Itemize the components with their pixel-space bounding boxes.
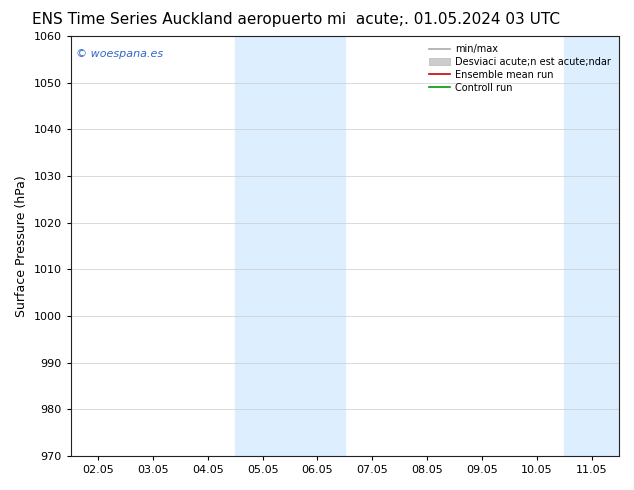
Legend: min/max, Desviaci acute;n est acute;ndar, Ensemble mean run, Controll run: min/max, Desviaci acute;n est acute;ndar… [426, 41, 614, 96]
Text: ENS Time Series Auckland aeropuerto: ENS Time Series Auckland aeropuerto [32, 12, 323, 27]
Y-axis label: Surface Pressure (hPa): Surface Pressure (hPa) [15, 175, 28, 317]
Text: © woespana.es: © woespana.es [76, 49, 164, 59]
Bar [235, 36, 345, 456]
Text: mi  acute;. 01.05.2024 03 UTC: mi acute;. 01.05.2024 03 UTC [327, 12, 560, 27]
Bar [564, 36, 619, 456]
